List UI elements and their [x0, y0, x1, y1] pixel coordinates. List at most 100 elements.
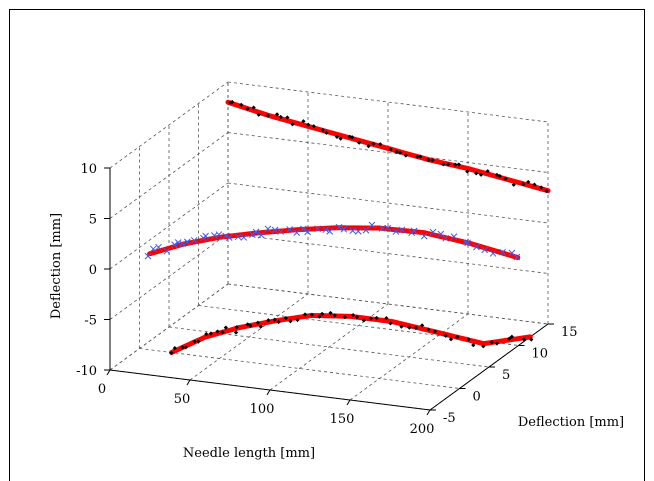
- data-point: [415, 154, 420, 159]
- data-point: [255, 320, 260, 325]
- data-point: [426, 157, 431, 163]
- data-point-x: [384, 224, 392, 232]
- data-point-x: [190, 236, 198, 244]
- data-point-x: [171, 241, 178, 249]
- z-tick-label: 10: [80, 162, 97, 177]
- data-point: [388, 321, 393, 326]
- figure-frame: [9, 9, 645, 481]
- data-point: [172, 346, 177, 351]
- data-point: [366, 144, 371, 149]
- data-point: [302, 312, 308, 317]
- grid-line: [109, 283, 229, 371]
- y-axis-label: Deflection [mm]: [518, 415, 624, 430]
- data-point: [507, 336, 512, 341]
- y-tick-label: 5: [502, 368, 510, 383]
- data-point: [324, 130, 329, 135]
- data-point-x: [234, 233, 242, 241]
- data-point: [446, 162, 451, 167]
- axes: [104, 167, 554, 416]
- data-point: [204, 331, 209, 337]
- data-point: [338, 136, 343, 141]
- tick-labels: 0 50 100 150 200 -5 0 5 10 15 -10 -5 0 5 10: [76, 162, 577, 437]
- data-point: [485, 169, 490, 174]
- data-point: [399, 324, 404, 329]
- data-point-x: [362, 226, 370, 234]
- x-tick-mark: [346, 399, 351, 406]
- data-point: [309, 312, 315, 317]
- x-tick-label: 150: [330, 412, 355, 427]
- data-point-x: [179, 240, 186, 248]
- data-point: [397, 150, 403, 155]
- data-point: [169, 350, 174, 356]
- x-tick-mark: [426, 409, 431, 416]
- data-point: [407, 325, 412, 330]
- data-point: [378, 142, 383, 147]
- data-point-x: [215, 231, 223, 238]
- data-point: [521, 181, 526, 187]
- data-point: [465, 169, 470, 174]
- data-point: [503, 176, 508, 181]
- y-tick-label: -5: [443, 411, 456, 426]
- data-point: [430, 158, 435, 163]
- data-point: [478, 172, 484, 177]
- data-point-x: [508, 249, 516, 257]
- data-point: [328, 310, 333, 316]
- data-point-x: [264, 225, 272, 233]
- data-point: [368, 316, 373, 321]
- data-point: [239, 102, 244, 107]
- data-point-x: [183, 238, 191, 246]
- data-point: [453, 162, 458, 167]
- data-point: [317, 314, 322, 319]
- data-point: [295, 317, 300, 323]
- data-point: [357, 140, 362, 145]
- data-point: [394, 149, 399, 154]
- z-tick-label: -10: [76, 364, 97, 379]
- data-point-x: [410, 227, 418, 235]
- x-tick-label: 200: [410, 422, 435, 437]
- data-point: [526, 179, 531, 185]
- data-point: [448, 337, 454, 342]
- data-point: [471, 343, 476, 348]
- data-point: [441, 162, 446, 167]
- data-point: [266, 318, 271, 323]
- data-point-x: [429, 228, 437, 236]
- data-point: [489, 340, 494, 345]
- y-tick-label: 15: [561, 325, 578, 340]
- data-point: [539, 185, 544, 190]
- data-point-x: [340, 225, 348, 233]
- data-point: [342, 315, 348, 320]
- data-point: [426, 327, 431, 332]
- data-marks: [144, 99, 551, 356]
- data-point: [371, 141, 376, 146]
- data-point: [234, 325, 239, 330]
- data-point: [334, 134, 340, 139]
- data-point: [384, 315, 389, 321]
- data-point: [283, 315, 289, 321]
- x-tick-mark: [186, 379, 191, 386]
- data-point: [497, 173, 502, 179]
- data-point-x: [258, 231, 265, 239]
- data-point-x: [473, 243, 480, 251]
- data-point: [258, 324, 263, 329]
- z-axis-label: Deflection [mm]: [49, 213, 64, 319]
- data-point-x: [225, 234, 233, 242]
- data-point-x: [450, 233, 458, 240]
- data-point-x: [271, 226, 279, 234]
- data-point-x: [293, 229, 301, 236]
- fit-curve: [225, 99, 551, 194]
- data-point: [466, 337, 471, 342]
- data-point: [245, 106, 250, 111]
- data-point-x: [489, 250, 497, 257]
- data-point: [474, 171, 479, 176]
- data-point: [413, 325, 418, 330]
- x-axis-label: Needle length [mm]: [183, 446, 315, 461]
- data-point-x: [349, 227, 357, 235]
- data-point-x: [378, 225, 386, 232]
- data-point-x: [174, 239, 182, 246]
- data-point-x: [300, 225, 307, 233]
- x-tick-label: 50: [174, 392, 191, 407]
- data-point: [208, 331, 214, 336]
- data-point: [233, 330, 239, 335]
- data-point-x: [354, 227, 362, 235]
- data-point: [481, 344, 486, 349]
